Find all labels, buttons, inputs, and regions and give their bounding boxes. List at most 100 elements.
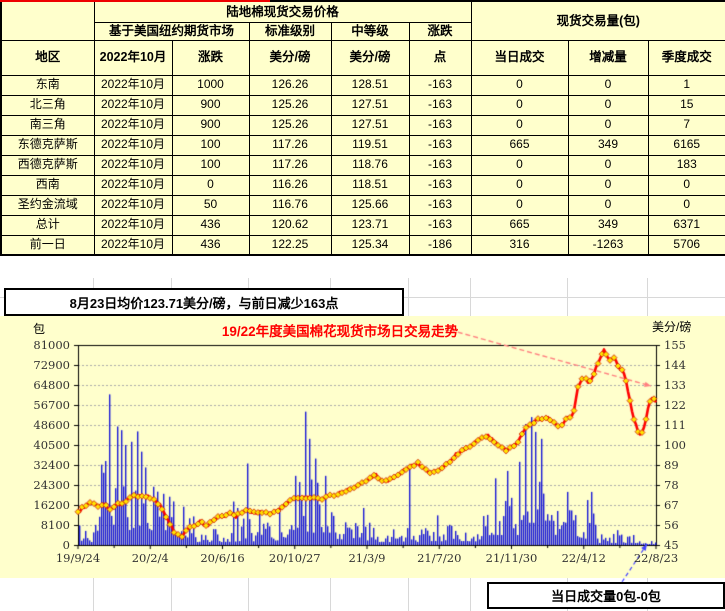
change-cell[interactable]: 436 [171,214,250,236]
region-cell[interactable]: 圣约金流域 [0,194,95,216]
volume-title[interactable]: 现货交易量(包) [470,0,725,41]
month-cell[interactable]: 2022年10月 [93,134,173,156]
daily-cell[interactable]: 665 [470,214,569,236]
mid-price-cell[interactable]: 127.51 [330,114,410,136]
daily-cell[interactable]: 0 [470,114,569,136]
points-cell[interactable]: -163 [408,134,472,156]
std-price-cell[interactable]: 125.26 [248,114,332,136]
month-cell[interactable]: 2022年10月 [93,174,173,196]
month-cell[interactable]: 2022年10月 [93,114,173,136]
daily-cell[interactable]: 316 [470,234,569,256]
month-cell[interactable]: 2022年10月 [93,214,173,236]
chart-object[interactable]: 19/22年度美国棉花现货市场日交易走势 包 美分/磅 81000 72900 64… [0,316,725,611]
points-cell[interactable]: -163 [408,154,472,176]
change-cell[interactable]: 100 [171,154,250,176]
daily-cell[interactable]: 0 [470,94,569,116]
delta-cell[interactable]: 0 [567,94,649,116]
quarter-cell[interactable]: 6371 [647,214,725,236]
points-cell[interactable]: -163 [408,214,472,236]
month-cell[interactable]: 2022年10月 [93,154,173,176]
change-col-header[interactable]: 涨跌 [171,39,250,76]
delta-cell[interactable]: -1263 [567,234,649,256]
quarter-cell[interactable]: 183 [647,154,725,176]
quarter-cell[interactable]: 0 [647,194,725,216]
quarter-cell[interactable]: 1 [647,74,725,96]
quarter-cell[interactable]: 5706 [647,234,725,256]
points-cell[interactable]: -163 [408,174,472,196]
month-cell[interactable]: 2022年10月 [93,234,173,256]
change-cell[interactable]: 436 [171,234,250,256]
delta-cell[interactable]: 0 [567,174,649,196]
month-header[interactable]: 2022年10月 [93,39,173,76]
quarter-header[interactable]: 季度成交 [647,39,725,76]
std-price-cell[interactable]: 120.62 [248,214,332,236]
points-cell[interactable]: -163 [408,194,472,216]
std-price-cell[interactable]: 117.26 [248,154,332,176]
std-price-cell[interactable]: 125.26 [248,94,332,116]
unit-mid-header[interactable]: 美分/磅 [330,39,410,76]
points-cell[interactable]: -186 [408,234,472,256]
middling-grade-header[interactable]: 中等级 [330,21,410,41]
delta-cell[interactable]: 0 [567,114,649,136]
points-cell[interactable]: -163 [408,74,472,96]
delta-header[interactable]: 增减量 [567,39,649,76]
points-cell[interactable]: -163 [408,114,472,136]
mid-price-cell[interactable]: 125.66 [330,194,410,216]
std-price-cell[interactable]: 116.76 [248,194,332,216]
daily-cell[interactable]: 0 [470,174,569,196]
mid-price-cell[interactable]: 125.34 [330,234,410,256]
region-cell[interactable]: 东德克萨斯 [0,134,95,156]
mid-price-cell[interactable]: 123.71 [330,214,410,236]
delta-cell[interactable]: 349 [567,214,649,236]
region-cell[interactable]: 东南 [0,74,95,96]
delta-cell[interactable]: 0 [567,194,649,216]
delta-cell[interactable]: 349 [567,134,649,156]
daily-cell[interactable]: 665 [470,134,569,156]
mid-price-cell[interactable]: 128.51 [330,74,410,96]
std-price-cell[interactable]: 116.26 [248,174,332,196]
avg-price-note-box[interactable]: 8月23日均价123.71美分/磅，与前日减少163点 [4,288,404,316]
quarter-cell[interactable]: 6165 [647,134,725,156]
region-cell[interactable]: 西德克萨斯 [0,154,95,176]
std-price-cell[interactable]: 122.25 [248,234,332,256]
std-price-cell[interactable]: 117.26 [248,134,332,156]
daily-volume-note-box[interactable]: 当日成交量0包-0包 [487,582,725,609]
region-cell[interactable]: 南三角 [0,114,95,136]
daily-cell[interactable]: 0 [470,74,569,96]
change-cell[interactable]: 1000 [171,74,250,96]
points-header[interactable]: 点 [408,39,472,76]
mid-price-cell[interactable]: 127.51 [330,94,410,116]
unit-std-header[interactable]: 美分/磅 [248,39,332,76]
change-header[interactable]: 涨跌 [408,21,472,41]
quarter-cell[interactable]: 15 [647,94,725,116]
change-cell[interactable]: 900 [171,114,250,136]
quarter-cell[interactable]: 0 [647,174,725,196]
standard-grade-header[interactable]: 标准级别 [248,21,332,41]
daily-cell[interactable]: 0 [470,194,569,216]
region-cell[interactable]: 北三角 [0,94,95,116]
daily-header[interactable]: 当日成交 [470,39,569,76]
blank-corner-cell[interactable] [0,0,95,41]
daily-cell[interactable]: 0 [470,154,569,176]
change-cell[interactable]: 100 [171,134,250,156]
change-cell[interactable]: 0 [171,174,250,196]
month-cell[interactable]: 2022年10月 [93,74,173,96]
quarter-cell[interactable]: 7 [647,114,725,136]
points-cell[interactable]: -163 [408,94,472,116]
month-cell[interactable]: 2022年10月 [93,194,173,216]
futures-basis-header[interactable]: 基于美国纽约期货市场 [93,21,250,41]
table-title[interactable]: 陆地棉现货交易价格 [93,0,472,23]
region-cell[interactable]: 前一日 [0,234,95,256]
mid-price-cell[interactable]: 118.51 [330,174,410,196]
delta-cell[interactable]: 0 [567,154,649,176]
change-cell[interactable]: 50 [171,194,250,216]
mid-price-cell[interactable]: 118.76 [330,154,410,176]
delta-cell[interactable]: 0 [567,74,649,96]
month-cell[interactable]: 2022年10月 [93,94,173,116]
region-header[interactable]: 地区 [0,39,95,76]
mid-price-cell[interactable]: 119.51 [330,134,410,156]
region-cell[interactable]: 总计 [0,214,95,236]
region-cell[interactable]: 西南 [0,174,95,196]
std-price-cell[interactable]: 126.26 [248,74,332,96]
change-cell[interactable]: 900 [171,94,250,116]
